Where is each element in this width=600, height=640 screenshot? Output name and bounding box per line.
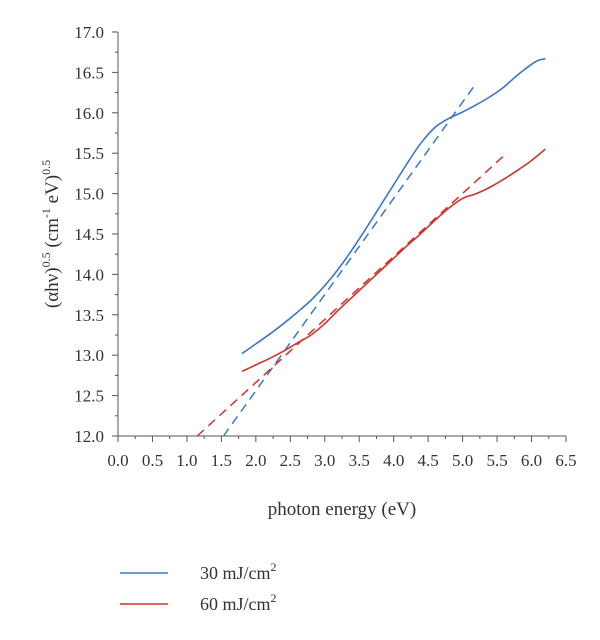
axes [117, 32, 566, 437]
x-tick-label: 2.5 [280, 451, 301, 470]
legend-label-60: 60 mJ/cm2 [200, 591, 277, 614]
y-tick-label: 12.0 [74, 427, 104, 446]
series-lines [241, 57, 546, 373]
y-tick-label: 14.5 [74, 225, 104, 244]
x-tick-label: 3.0 [314, 451, 335, 470]
x-tick-label: 4.0 [383, 451, 404, 470]
y-tick-label: 13.5 [74, 306, 104, 325]
x-axis-title: photon energy (eV) [268, 499, 416, 520]
y-axis-title-base: (αhν) [42, 267, 63, 308]
x-tick-label: 4.5 [418, 451, 439, 470]
y-tick-label: 17.0 [74, 23, 104, 42]
fit-line-60 [196, 155, 505, 437]
fit-lines [196, 82, 505, 437]
series-line-30 [241, 57, 546, 355]
x-tick-label: 0.0 [107, 451, 128, 470]
x-tick-label: 2.0 [245, 451, 266, 470]
y-axis-title: (αhν)0.5 (cm-1 eV)0.5 [39, 160, 63, 308]
y-tick-label: 12.5 [74, 387, 104, 406]
y-axis-title-unit-exp: -1 [39, 208, 53, 218]
x-tick-label: 3.5 [349, 451, 370, 470]
y-tick-label: 16.0 [74, 104, 104, 123]
y-tick-label: 15.5 [74, 144, 104, 163]
y-axis-title-exp: 0.5 [39, 252, 53, 267]
y-axis-title-unit-exp2: 0.5 [39, 160, 53, 175]
y-tick-label: 14.0 [74, 265, 104, 284]
x-tick-label: 5.0 [452, 451, 473, 470]
y-tick-label: 15.0 [74, 185, 104, 204]
legend: 30 mJ/cm2 60 mJ/cm2 [120, 560, 277, 614]
y-axis-title-unit-open: (cm [42, 218, 63, 253]
y-tick-label: 13.0 [74, 346, 104, 365]
legend-label-30: 30 mJ/cm2 [200, 560, 277, 583]
x-tick-label: 5.5 [486, 451, 507, 470]
x-tick-label: 6.5 [555, 451, 576, 470]
ticks: 0.0 0.5 1.0 1.5 2.0 2.5 3.0 3.5 4.0 4.5 5.0 5.5 6.0 6… [74, 23, 576, 470]
x-tick-label: 1.0 [176, 451, 197, 470]
fit-line-30 [222, 82, 478, 437]
x-tick-label: 0.5 [142, 451, 163, 470]
x-tick-label: 1.5 [211, 451, 232, 470]
x-tick-label: 6.0 [521, 451, 542, 470]
y-axis-title-unit-mid: eV) [42, 175, 63, 208]
y-tick-label: 16.5 [74, 63, 104, 82]
series-line-60 [241, 148, 546, 373]
